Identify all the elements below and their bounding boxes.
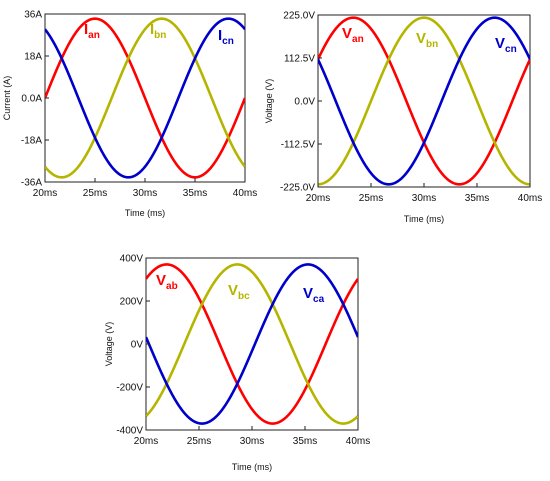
y-tick-label: 0.0V xyxy=(294,97,315,108)
y-tick-label: -18A xyxy=(21,136,42,147)
series-label-icn: Icn xyxy=(218,27,234,47)
x-tick-label: 40ms xyxy=(346,436,370,447)
x-axis-label: Time (ms) xyxy=(232,462,272,472)
series-line-ian xyxy=(45,17,245,179)
series-label-vcn: Vcn xyxy=(495,35,517,55)
y-axis-label: Voltage (V) xyxy=(264,79,274,124)
y-tick-label: 36A xyxy=(24,10,42,21)
y-tick-label: 225.0V xyxy=(283,11,315,22)
y-tick-label: 0.0A xyxy=(21,94,42,105)
x-axis-label: Time (ms) xyxy=(404,214,444,224)
y-tick-label: -225.0V xyxy=(280,183,315,194)
y-tick-label: 400V xyxy=(120,254,144,265)
x-tick-label: 20ms xyxy=(33,188,57,199)
series-line-vbc xyxy=(146,263,358,425)
series-line-icn xyxy=(45,17,245,179)
series-label-ibn: Ibn xyxy=(150,21,166,41)
x-tick-label: 25ms xyxy=(359,193,383,204)
x-tick-label: 30ms xyxy=(133,188,157,199)
x-tick-label: 35ms xyxy=(293,436,317,447)
y-tick-label: -400V xyxy=(116,426,143,437)
x-tick-label: 25ms xyxy=(187,436,211,447)
series-label-vca: Vca xyxy=(303,285,325,305)
series-line-ibn xyxy=(45,17,245,179)
series-label-vbn: Vbn xyxy=(416,30,438,50)
x-tick-label: 20ms xyxy=(306,193,330,204)
x-tick-label: 40ms xyxy=(518,193,542,204)
y-tick-label: 200V xyxy=(120,297,144,308)
series-label-vbc: Vbc xyxy=(228,282,250,302)
series-line-vcn xyxy=(318,16,530,186)
y-tick-label: 18A xyxy=(24,52,42,63)
series-line-vca xyxy=(146,263,358,425)
y-tick-label: 0V xyxy=(131,340,144,351)
y-tick-label: -112.5V xyxy=(281,140,316,151)
x-tick-label: 30ms xyxy=(240,436,264,447)
series-label-van: Van xyxy=(342,25,364,45)
x-tick-label: 35ms xyxy=(183,188,207,199)
x-tick-label: 20ms xyxy=(134,436,158,447)
x-tick-label: 40ms xyxy=(233,188,257,199)
series-label-vab: Vab xyxy=(156,272,178,292)
y-tick-label: -200V xyxy=(116,383,143,394)
series-line-vab xyxy=(146,263,358,425)
series-label-ian: Ian xyxy=(84,21,100,41)
x-tick-label: 25ms xyxy=(83,188,107,199)
x-tick-label: 35ms xyxy=(465,193,489,204)
y-tick-label: -36A xyxy=(21,178,42,189)
x-axis-label: Time (ms) xyxy=(125,208,165,218)
y-axis-label: Voltage (V) xyxy=(104,322,114,367)
x-tick-label: 30ms xyxy=(412,193,436,204)
y-tick-label: 112.5V xyxy=(284,54,315,65)
y-axis-label: Current (A) xyxy=(2,76,12,121)
